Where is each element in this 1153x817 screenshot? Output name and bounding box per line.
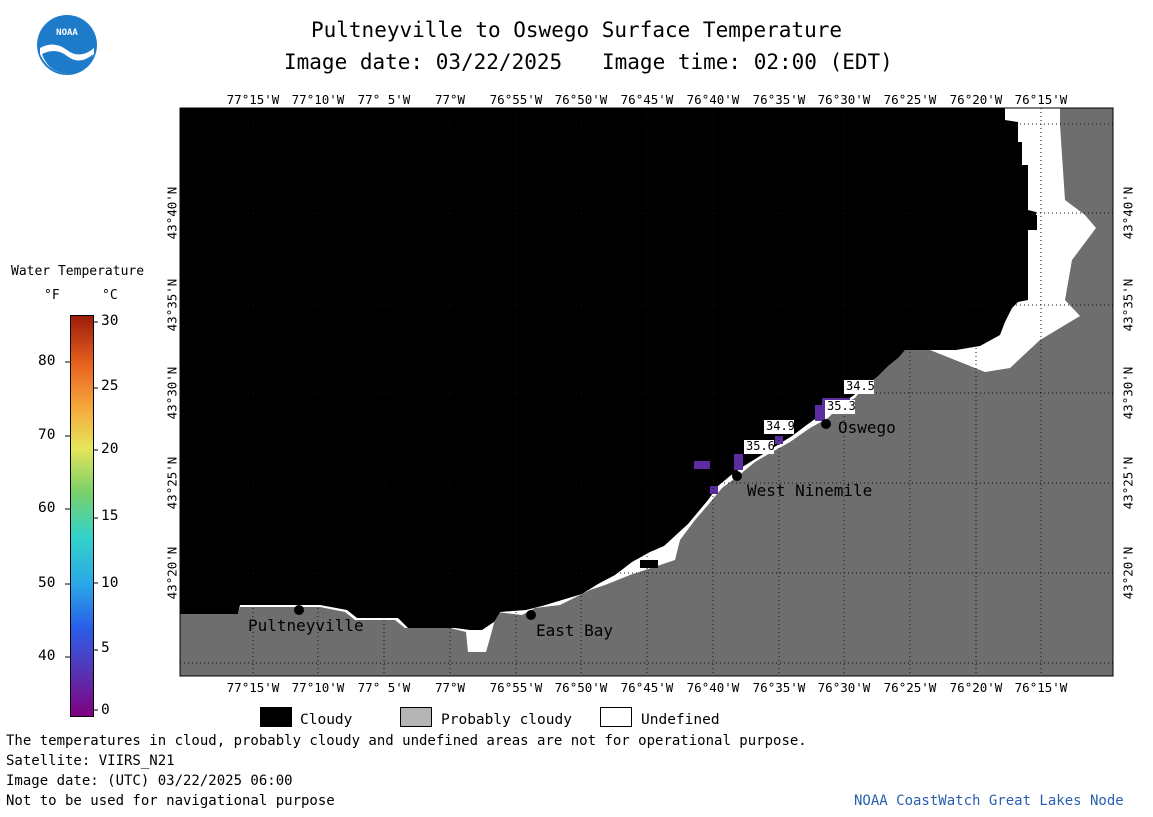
lon-tick-bottom: 77°W [434,680,466,695]
lon-tick-top: 76°55'W [489,92,543,107]
place-label-oswego: Oswego [838,418,896,437]
legend-swatch-undefined [600,707,632,727]
temp-label: 35.3 [827,399,856,413]
lon-tick-top: 77° 5'W [357,92,411,107]
colorbar-unit-c: °C [102,288,118,303]
lon-tick-bottom: 76°30'W [817,680,871,695]
lon-tick-top: 77°15'W [226,92,280,107]
colorbar-unit-f: °F [44,288,60,303]
temp-pixel [710,486,718,494]
temp-label: 35.6 [746,439,775,453]
colorbar-c-tick: 10 [101,575,119,591]
lon-tick-top: 76°25'W [883,92,937,107]
lon-tick-bottom: 76°25'W [883,680,937,695]
logo-text: NOAA [56,28,78,38]
lon-tick-top: 77°10'W [291,92,345,107]
colorbar-c-tick: 20 [101,441,119,457]
utc-date-text: Image date: (UTC) 03/22/2025 06:00 [6,773,293,789]
lon-tick-top: 76°40'W [686,92,740,107]
colorbar-f-tick: 50 [38,575,56,591]
colorbar-f-tick: 80 [38,353,56,369]
lon-tick-top: 76°30'W [817,92,871,107]
lon-tick-bottom: 76°45'W [620,680,674,695]
lon-tick-top: 76°15'W [1014,92,1068,107]
lon-tick-top: 76°50'W [554,92,608,107]
colorbar-ticks [65,321,98,711]
legend-label-undefined: Undefined [641,712,720,728]
lon-tick-bottom: 77° 5'W [357,680,411,695]
place-marker-east-bay [526,610,536,620]
lon-tick-top: 76°45'W [620,92,674,107]
lon-tick-bottom: 76°40'W [686,680,740,695]
temp-pixel [734,454,743,470]
lon-tick-bottom: 76°55'W [489,680,543,695]
page-title: Pultneyville to Oswego Surface Temperatu… [310,18,842,42]
lon-tick-bottom: 76°20'W [949,680,1003,695]
colorbar-title: Water Temperature [11,264,145,279]
place-label-west-ninemile: West Ninemile [747,481,873,500]
disclaimer-text: The temperatures in cloud, probably clou… [6,733,807,749]
colorbar-c-tick: 15 [101,508,119,524]
colorbar-c-tick: 5 [101,640,110,656]
place-label-pultneyville: Pultneyville [248,616,364,635]
legend-label-cloudy: Cloudy [300,712,353,728]
lon-tick-bottom: 76°35'W [752,680,806,695]
colorbar-f-tick: 70 [38,427,56,443]
satellite-text: Satellite: VIIRS_N21 [6,753,175,769]
lon-tick-bottom: 77°15'W [226,680,280,695]
lon-tick-top: 76°20'W [949,92,1003,107]
place-marker-oswego [821,419,831,429]
lon-tick-bottom: 76°15'W [1014,680,1068,695]
legend-label-probably-cloudy: Probably cloudy [441,712,572,728]
temp-label: 34.9 [766,419,795,433]
image-date-subtitle: Image date: 03/22/2025 [284,50,563,74]
colorbar-c-tick: 30 [101,313,119,329]
lon-tick-bottom: 77°10'W [291,680,345,695]
temp-pixel [694,461,710,469]
place-marker-west-ninemile [732,471,742,481]
legend-swatch-cloudy [260,707,292,727]
colorbar-f-tick: 40 [38,648,56,664]
image-time-subtitle: Image time: 02:00 (EDT) [602,50,893,74]
colorbar-c-tick: 0 [101,702,110,718]
noaa-logo: NOAA [36,14,98,76]
navigation-warning: Not to be used for navigational purpose [6,793,335,809]
temp-label: 34.5 [846,379,875,393]
colorbar [70,315,94,717]
lon-tick-top: 77°W [434,92,466,107]
credit-text: NOAA CoastWatch Great Lakes Node [854,793,1124,809]
cloud-area [180,108,1036,630]
place-label-east-bay: East Bay [536,621,614,640]
lon-tick-bottom: 76°50'W [554,680,608,695]
place-marker-pultneyville [294,605,304,615]
legend-swatch-probably-cloudy [400,707,432,727]
colorbar-c-tick: 25 [101,378,119,394]
colorbar-f-tick: 60 [38,500,56,516]
lon-tick-top: 76°35'W [752,92,806,107]
temp-pixel [815,405,825,421]
